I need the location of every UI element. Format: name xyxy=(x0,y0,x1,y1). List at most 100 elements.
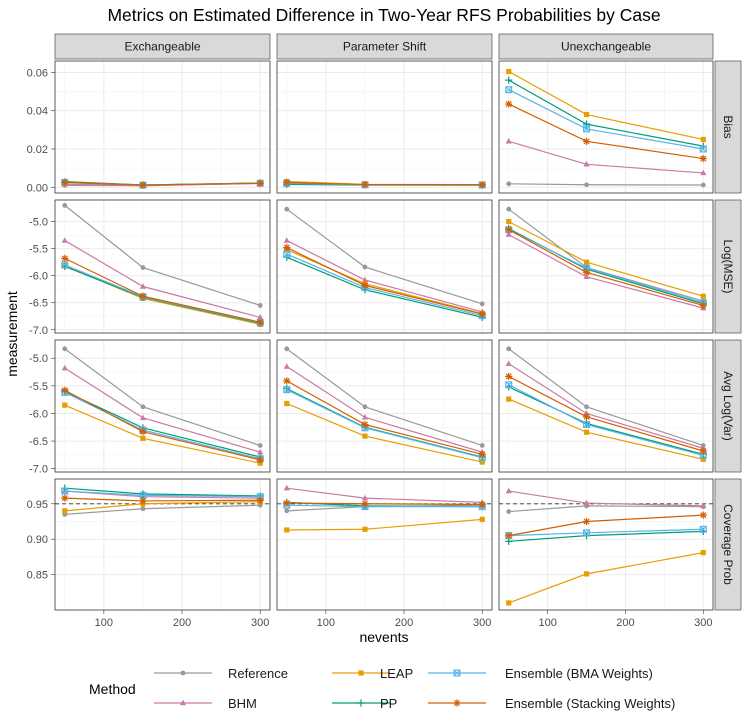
data-point-bhm xyxy=(257,314,264,320)
panel-border xyxy=(498,199,714,334)
data-point-ensemble-stacking-weights-d2 xyxy=(257,497,264,504)
data-point-leap-shape xyxy=(62,508,68,514)
legend-key-marker xyxy=(453,669,461,677)
data-point-bhm xyxy=(361,494,369,501)
data-point-ensemble-stacking-weights xyxy=(505,100,513,108)
panels-layer: Exchangeable Parameter Shift Unexchangeabl… xyxy=(27,33,742,629)
facet-strip-exchangeable xyxy=(54,33,271,60)
panel-background xyxy=(55,340,270,472)
data-point-reference-shape xyxy=(284,508,290,514)
data-point-ensemble-bma-weights-d2 xyxy=(583,125,590,133)
series-reference xyxy=(62,346,263,448)
data-point-reference-shape xyxy=(479,443,485,448)
data-point-ensemble-stacking-weights-d2 xyxy=(700,447,707,455)
data-point-ensemble-stacking-weights-d2 xyxy=(479,501,486,508)
data-point-bhm-shape xyxy=(61,364,68,371)
legend-label: LEAP xyxy=(380,666,413,681)
data-point-leap-shape xyxy=(583,429,590,435)
facet-label-exchangeable: Exchangeable xyxy=(124,40,200,54)
legend-key-marker-d2 xyxy=(453,699,461,707)
data-point-ensemble-stacking-weights xyxy=(699,154,707,163)
panel-background xyxy=(499,61,713,193)
data-point-ensemble-stacking-weights xyxy=(283,243,291,252)
series-ensemble-stacking-weights xyxy=(61,178,264,189)
data-point-ensemble-bma-weights-d2 xyxy=(283,386,290,393)
data-point-reference xyxy=(506,346,512,352)
panel-background xyxy=(499,200,713,333)
data-point-ensemble-stacking-weights xyxy=(505,372,513,381)
data-point-leap-shape xyxy=(700,293,706,299)
series-bhm xyxy=(505,138,707,176)
x-tick-label: 200 xyxy=(395,617,413,629)
panel-border xyxy=(54,478,271,611)
data-point-ensemble-stacking-weights xyxy=(256,318,264,326)
data-point-reference xyxy=(62,346,68,352)
panel-background xyxy=(277,61,492,193)
data-point-ensemble-stacking-weights-d2 xyxy=(283,377,290,384)
facet-label-log-mse: Log(MSE) xyxy=(721,239,735,293)
data-point-leap xyxy=(700,456,706,462)
data-point-bhm xyxy=(257,448,264,455)
data-point-ensemble-bma-weights xyxy=(283,386,291,394)
data-point-leap-shape xyxy=(583,259,590,265)
data-point-ensemble-stacking-weights xyxy=(139,428,147,436)
data-point-ensemble-stacking-weights xyxy=(139,497,147,505)
panel-border xyxy=(276,339,493,473)
data-point-ensemble-bma-weights-d2 xyxy=(139,492,147,499)
data-point-reference-shape xyxy=(62,203,68,208)
data-point-bhm xyxy=(139,414,147,421)
data-point-reference xyxy=(584,404,589,410)
data-point-reference-shape xyxy=(362,404,368,410)
data-point-bhm xyxy=(505,138,512,144)
legend-key-marker-shape xyxy=(358,670,364,676)
data-point-ensemble-bma-weights xyxy=(583,421,591,429)
data-point-ensemble-bma-weights-d2 xyxy=(583,421,590,428)
data-point-ensemble-bma-weights-box xyxy=(505,381,513,389)
data-point-bhm-shape xyxy=(505,138,512,144)
data-point-ensemble-bma-weights-d2 xyxy=(583,529,590,537)
data-point-bhm-shape xyxy=(139,283,147,289)
data-point-ensemble-stacking-weights xyxy=(478,500,486,509)
data-point-reference xyxy=(62,203,68,208)
data-point-leap xyxy=(479,459,485,465)
data-point-ensemble-bma-weights xyxy=(61,487,69,495)
series-ensemble-bma-weights xyxy=(505,86,707,153)
data-point-reference xyxy=(257,303,263,308)
series-bhm xyxy=(505,487,707,509)
data-point-leap xyxy=(140,435,146,441)
legend-key-marker xyxy=(180,670,186,676)
legend-item-pp: PP xyxy=(332,696,397,711)
chart-title: Metrics on Estimated Difference in Two-Y… xyxy=(107,5,660,25)
data-point-ensemble-stacking-weights-d2 xyxy=(583,413,590,420)
legend-key-marker-shape xyxy=(179,699,187,706)
data-point-ensemble-stacking-weights-d2 xyxy=(583,518,590,525)
data-point-ensemble-stacking-weights-d2 xyxy=(283,500,290,507)
data-point-leap xyxy=(284,527,290,533)
legend-title: Method xyxy=(89,681,136,697)
legend-label: Ensemble (Stacking Weights) xyxy=(505,696,675,711)
series-ensemble-stacking-weights xyxy=(505,511,707,540)
data-point-leap xyxy=(62,508,68,514)
data-point-ensemble-bma-weights-d2 xyxy=(61,487,68,495)
data-point-reference xyxy=(506,181,512,187)
data-point-leap xyxy=(479,516,485,522)
facet-label-coverage-prob: Coverage Prob xyxy=(721,504,735,585)
y-tick-label: -6.0 xyxy=(29,408,48,420)
data-point-ensemble-stacking-weights-d2 xyxy=(257,456,264,463)
data-point-leap-shape xyxy=(583,111,590,118)
data-point-leap-shape xyxy=(284,527,290,533)
data-point-bhm xyxy=(583,499,590,506)
data-point-ensemble-bma-weights xyxy=(699,525,707,533)
legend-key-marker xyxy=(179,699,187,706)
x-tick-label: 100 xyxy=(95,617,113,629)
data-point-reference-shape xyxy=(140,404,146,410)
legend-item-reference: Reference xyxy=(154,666,288,681)
series-leap xyxy=(284,400,485,465)
y-tick-label: 0.85 xyxy=(27,570,48,582)
data-point-reference xyxy=(479,301,485,307)
series-leap xyxy=(506,68,706,143)
series-reference xyxy=(284,346,485,448)
data-point-ensemble-stacking-weights-d2 xyxy=(479,311,486,318)
data-point-bhm-shape xyxy=(700,169,707,176)
series-leap xyxy=(506,219,706,299)
